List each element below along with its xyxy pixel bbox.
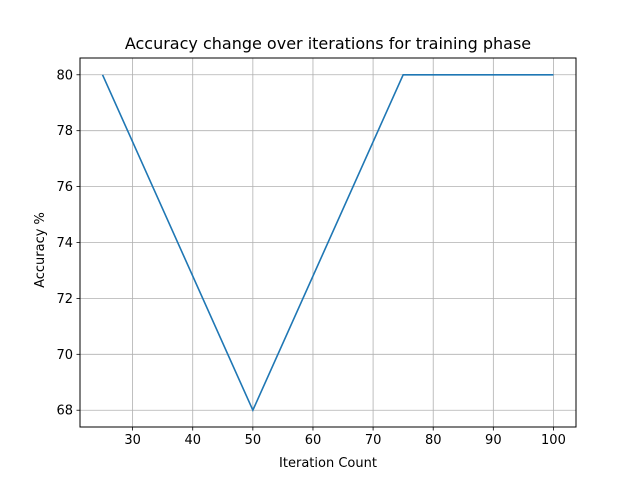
- y-tick-label: 78: [56, 124, 73, 139]
- y-tick-label: 76: [56, 180, 73, 195]
- y-axis-ticks: 68 70 72 74 76 78 80: [56, 68, 80, 419]
- x-tick-label: 30: [124, 433, 141, 448]
- y-tick-label: 80: [56, 68, 73, 83]
- x-axis-label: Iteration Count: [279, 456, 377, 471]
- grid-lines: [80, 58, 576, 427]
- y-axis-label: Accuracy %: [33, 212, 48, 288]
- chart-title: Accuracy change over iterations for trai…: [125, 34, 531, 53]
- x-tick-label: 90: [485, 433, 502, 448]
- x-tick-label: 60: [305, 433, 322, 448]
- series-line: [101, 73, 554, 413]
- y-tick-label: 68: [56, 404, 73, 419]
- x-axis-ticks: 30 40 50 60 70 80 90 100: [124, 427, 566, 448]
- x-tick-label: 70: [365, 433, 382, 448]
- x-tick-label: 100: [541, 433, 566, 448]
- y-tick-label: 70: [56, 348, 73, 363]
- y-tick-label: 74: [56, 236, 73, 251]
- y-tick-label: 72: [56, 292, 73, 307]
- series-layer: [101, 73, 554, 413]
- x-tick-label: 50: [245, 433, 262, 448]
- x-tick-label: 40: [184, 433, 201, 448]
- x-tick-label: 80: [425, 433, 442, 448]
